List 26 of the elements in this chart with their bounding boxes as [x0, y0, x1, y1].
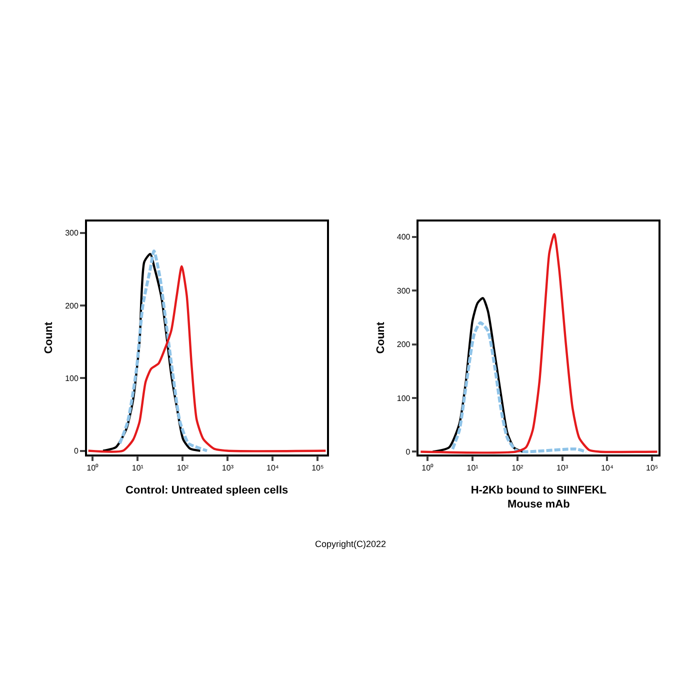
y-axis-title: Count: [43, 322, 56, 354]
y-tick-label: 100: [396, 394, 411, 403]
x-tick-label: 10²: [512, 464, 524, 473]
x-tick-label: 10²: [176, 464, 189, 473]
y-axis-title: Count: [375, 322, 388, 354]
y-tick-label: 400: [396, 232, 411, 242]
x-tick-label: 10⁰: [422, 464, 434, 473]
y-tick-label: 200: [65, 301, 79, 310]
y-tick-label: 300: [396, 286, 411, 296]
x-tick-label: 10¹: [132, 464, 144, 473]
x-axis-title: Control: Untreated spleen cells: [126, 484, 288, 496]
y-tick-label: 100: [65, 374, 79, 383]
x-axis-title: H-2Kb bound to SIINFEKL Mouse mAb: [470, 484, 607, 511]
y-tick-label: 0: [74, 446, 79, 456]
y-tick-label: 0: [406, 448, 411, 457]
x-tick-label: 10⁵: [646, 464, 658, 473]
x-tick-label: 10³: [222, 464, 234, 473]
x-tick-label: 10⁰: [86, 464, 99, 473]
text: Copyright(C)2022: [315, 539, 386, 549]
x-tick-label: 10³: [556, 464, 568, 473]
x-tick-label: 10¹: [466, 464, 479, 473]
y-tick-label: 300: [65, 228, 79, 238]
x-tick-label: 10⁴: [601, 464, 614, 473]
x-tick-label: 10⁴: [266, 464, 280, 473]
y-tick-label: 200: [396, 340, 411, 350]
x-tick-label: 10⁵: [312, 464, 324, 473]
